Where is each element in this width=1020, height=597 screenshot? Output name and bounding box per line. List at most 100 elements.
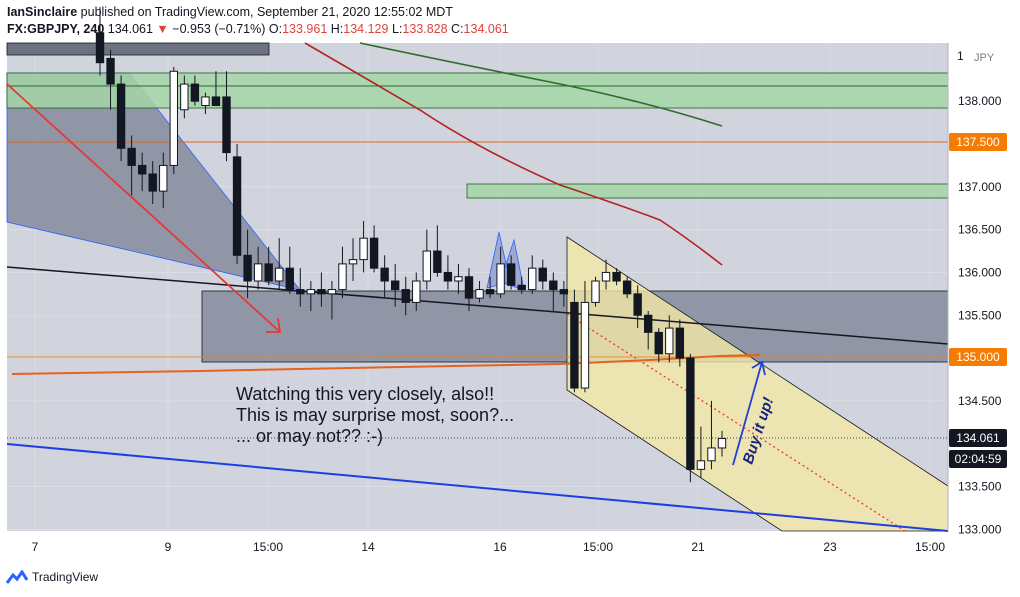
note-line-1: Watching this very closely, also!! [236,384,494,404]
candle-body [127,147,136,166]
candle-body [517,284,526,291]
candle-body [485,289,495,295]
publish-date: published on TradingView.com, September … [80,5,453,19]
candle-body [475,289,484,299]
candle-body [222,96,231,154]
dark-red-moving-average [304,42,723,266]
high-value: 134.129 [343,22,389,36]
candle-body [580,301,590,389]
y-tick-label: 137.000 [958,180,1002,194]
candle-body [686,357,695,470]
red-downtrend-arrow-line [6,83,281,333]
y-tick-label: 138.000 [958,94,1002,108]
x-tick-label: 14 [361,540,375,554]
channel-midline [566,313,906,532]
candle-body [433,250,442,273]
candle-body [359,237,368,261]
green-zone-upper [6,72,949,87]
candle-body [296,289,305,295]
candle-body [422,250,432,282]
publish-info: IanSinclaire published on TradingView.co… [7,5,453,19]
candle-body [654,331,663,355]
y-tick-label: 136.000 [958,265,1002,279]
open-value: 133.961 [282,22,328,36]
candle-body [211,96,221,106]
candle-body [306,289,316,295]
last-price-tag-bg [949,429,1007,447]
x-tick-label: 7 [32,540,39,554]
candle-body [253,263,263,282]
y-tick-label: 134.500 [958,394,1002,408]
time-axis-ticks: 7 9 15:00 14 16 15:00 21 23 15:00 [32,540,946,554]
candle-body [180,83,189,111]
candle-body [137,164,147,175]
black-trendline [6,266,949,345]
price-axis-bg [948,43,1014,531]
green-zone-lower [6,85,949,109]
low-value: 133.828 [402,22,448,36]
candle-body [106,57,115,85]
time-axis-bg [7,531,948,557]
last-price-tag: 134.061 [956,431,1000,445]
candle-body [369,237,379,269]
price-tag-135000: 135.000 [956,350,1000,364]
candle-body [644,314,653,333]
x-tick-label: 15:00 [915,540,945,554]
footer[interactable]: TradingView [6,570,98,584]
candle-body [591,280,600,303]
x-tick-label: 16 [493,540,507,554]
candle-body [317,289,326,295]
y-tick-label: 133.500 [958,479,1002,493]
change-arrow-icon: ▼ [156,22,169,36]
candle-body [612,271,621,282]
last-price: 134.061 [107,22,153,36]
candle-body [443,271,453,282]
footer-brand: TradingView [32,570,99,584]
candle-body [717,438,727,449]
note-line-3: ... or may not?? :-) [236,426,383,446]
price-tag-135000-bg [949,348,1007,366]
candle-body [549,280,558,291]
candle-body [243,254,252,282]
x-tick-label: 15:00 [583,540,613,554]
candles [95,7,727,483]
candle-body [275,267,284,282]
candle-body [454,276,463,282]
candle-body [675,327,685,359]
candle-body [622,280,632,295]
candle-body [380,267,389,282]
y-tick-label: 136.500 [958,223,1002,237]
candle-body [601,271,611,282]
candle-body [159,164,168,192]
symbol-label: FX:GBPJPY, 240 [7,22,105,36]
x-tick-label: 9 [165,540,172,554]
close-label: C: [451,22,464,36]
candle-body [285,267,294,291]
candle-body [348,259,358,265]
candle-body [116,83,126,149]
open-label: O: [268,22,283,36]
candle-body [570,301,579,389]
green-moving-average [359,42,723,127]
candle-body [95,32,105,64]
y-tick-label: 133.000 [958,522,1002,536]
candle-body [264,263,273,282]
tradingview-logo-icon [6,570,28,584]
candle-body [538,267,547,282]
blue-trendline [6,443,949,532]
candle-body [401,289,410,303]
candle-body [559,289,569,295]
currency-label: JPY [974,52,995,64]
candle-body [464,276,474,299]
quote-line: FX:GBPJPY, 240 134.061 ▼ −0.953 (−0.71%)… [7,22,509,36]
candle-body [338,263,347,291]
price-tag-137500-bg [949,133,1007,151]
countdown-tag: 02:04:59 [955,452,1002,466]
candle-body [201,96,210,106]
candle-body [190,83,200,102]
x-tick-label: 15:00 [253,540,283,554]
candle-body [665,327,674,355]
y-tick-label: 135.500 [958,308,1002,322]
x-tick-label: 21 [691,540,705,554]
